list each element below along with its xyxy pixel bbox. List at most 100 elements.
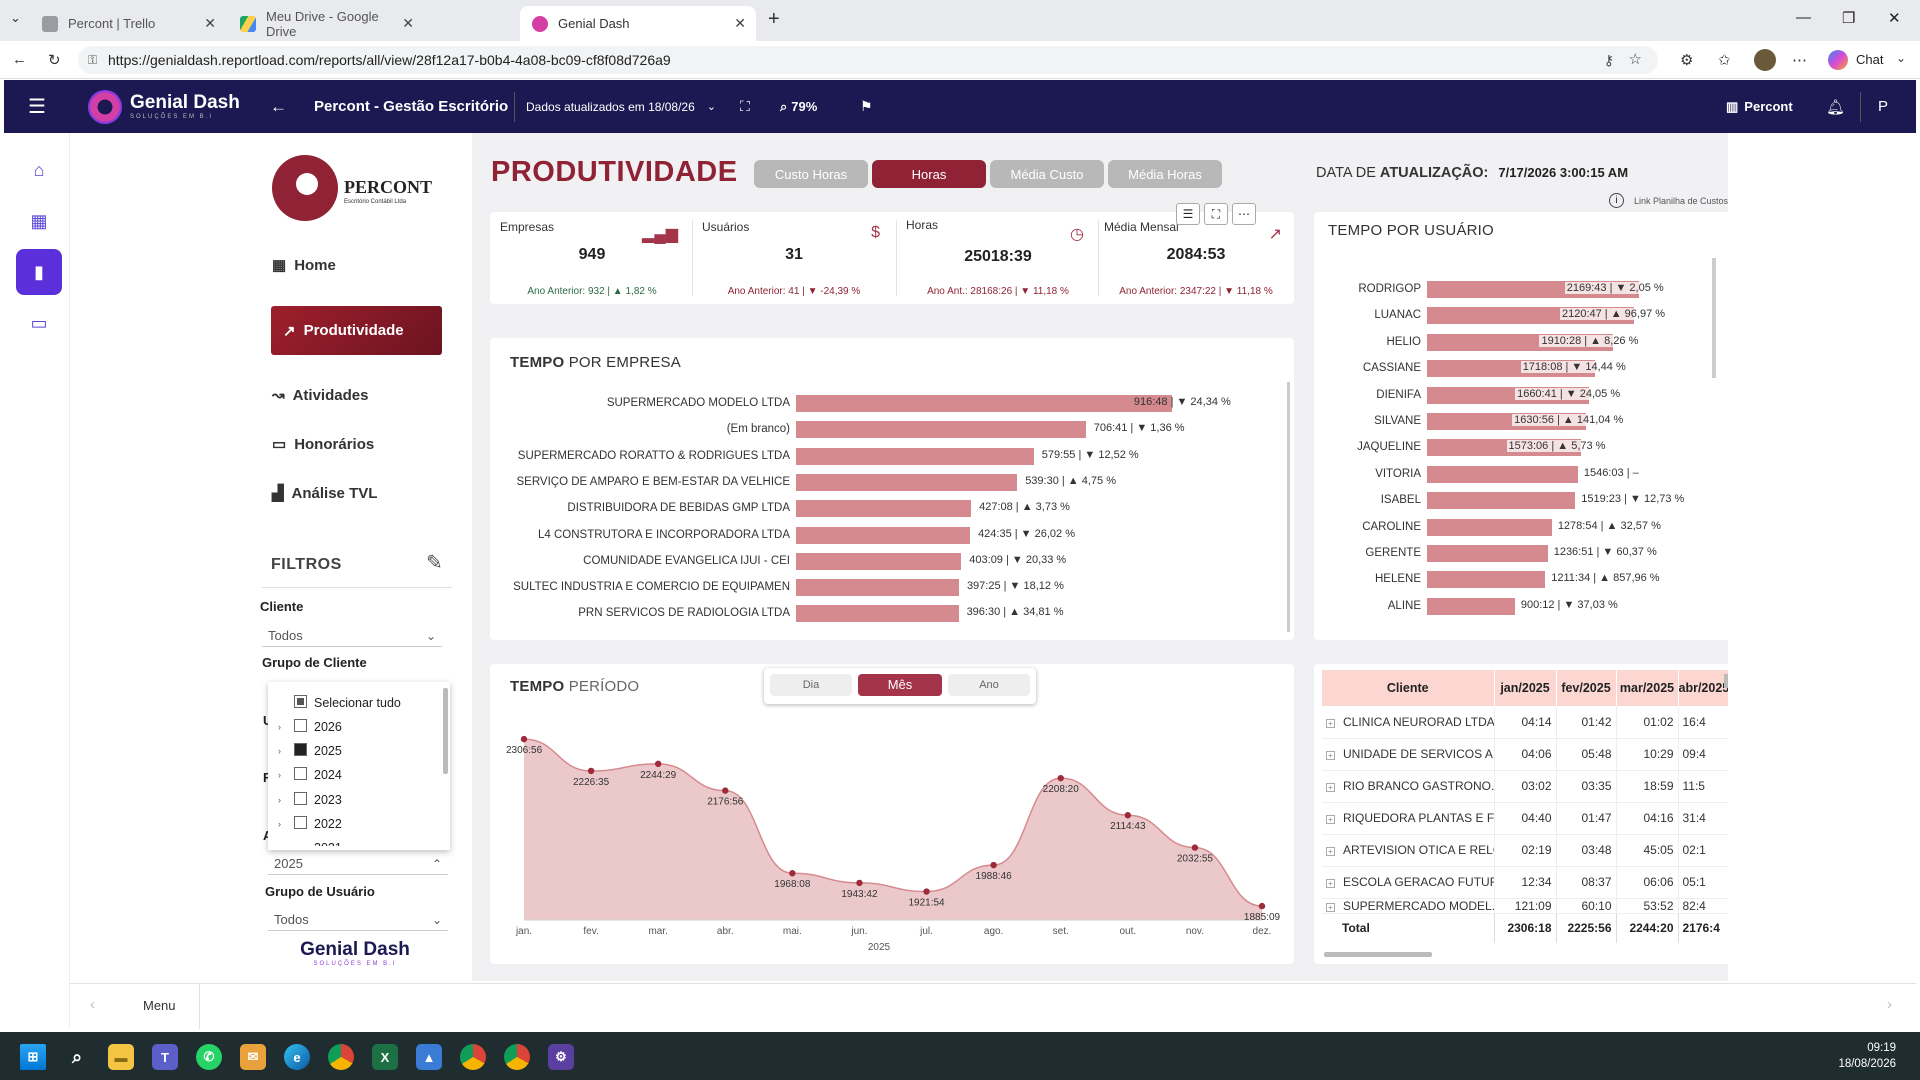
data-point[interactable] <box>520 735 528 743</box>
column-header[interactable]: jan/2025 <box>1493 670 1556 706</box>
select-all-checkbox[interactable] <box>294 695 307 708</box>
footer-menu-button[interactable]: Menu <box>143 998 176 1013</box>
tab-list-icon[interactable]: ⌄ <box>10 10 21 25</box>
bar[interactable] <box>796 526 971 544</box>
site-info-icon[interactable]: ⚿ <box>88 53 98 67</box>
expand-row-icon[interactable]: + <box>1326 751 1335 760</box>
data-point[interactable] <box>789 870 796 877</box>
edge-icon[interactable]: e <box>284 1044 310 1070</box>
search-icon[interactable]: ⌕ <box>71 1046 83 1067</box>
home-icon[interactable]: ⌂ <box>33 159 45 180</box>
whatsapp-icon[interactable]: ✆ <box>196 1044 222 1070</box>
table-row[interactable]: + RIO BRANCO GASTRONO... 03:02 03:35 18:59 11… <box>1322 770 1728 802</box>
client-dropdown[interactable]: Todos ⌄ <box>262 625 442 647</box>
bar[interactable] <box>1427 545 1548 562</box>
table-horizontal-scrollbar[interactable] <box>1324 952 1432 957</box>
expand-row-icon[interactable]: + <box>1326 815 1335 824</box>
expand-row-icon[interactable]: + <box>1326 783 1335 792</box>
chevron-down-icon[interactable]: ⌄ <box>1896 51 1907 65</box>
new-tab-icon[interactable]: + <box>768 8 780 30</box>
data-point[interactable] <box>1258 902 1266 910</box>
favorites-icon[interactable]: ✩ <box>1718 52 1731 69</box>
expand-row-icon[interactable]: + <box>1326 879 1335 888</box>
bar[interactable] <box>796 605 959 623</box>
chart-scrollbar[interactable] <box>1712 258 1716 378</box>
zoom-button[interactable]: ⌕ 79% <box>780 80 817 133</box>
expand-caret-icon[interactable]: › <box>278 795 281 805</box>
presentation-icon[interactable]: ▭ <box>30 312 48 333</box>
menu-produtividade[interactable]: ↗ Produtividade <box>271 306 442 355</box>
bar[interactable] <box>1427 518 1552 536</box>
expand-row-icon[interactable]: + <box>1326 902 1335 912</box>
menu-atividades[interactable]: ↝ Atividades <box>272 386 368 405</box>
bar[interactable] <box>1427 492 1576 510</box>
excel-icon[interactable]: X <box>372 1044 398 1070</box>
year-dropdown[interactable]: 2025 ⌃ <box>268 853 448 875</box>
genial-dash-logo[interactable]: Genial Dash SOLUÇÕES EM B.I <box>88 80 240 133</box>
table-row[interactable]: + SUPERMERCADO MODEL... 121:09 60:10 53:52 82… <box>1322 898 1728 913</box>
data-point[interactable] <box>923 888 930 895</box>
chrome-profile-icon[interactable] <box>460 1044 486 1070</box>
chrome-icon[interactable] <box>328 1044 354 1070</box>
tab-google-drive[interactable]: Meu Drive - Google Drive ✕ <box>228 6 424 41</box>
expand-caret-icon[interactable]: › <box>278 819 281 829</box>
column-header[interactable]: fev/2025 <box>1555 670 1616 706</box>
data-point[interactable] <box>856 879 863 887</box>
data-point[interactable] <box>654 760 662 768</box>
bar[interactable] <box>796 552 962 570</box>
prev-page-icon[interactable]: ‹ <box>90 996 95 1013</box>
bar[interactable] <box>796 579 959 597</box>
file-explorer-icon[interactable]: ▬ <box>108 1044 134 1070</box>
table-vertical-scrollbar[interactable] <box>1724 674 1728 688</box>
bar[interactable] <box>796 500 972 518</box>
data-point[interactable] <box>990 861 997 869</box>
media-custo-button[interactable]: Média Custo <box>990 160 1104 188</box>
bar[interactable] <box>796 473 1018 491</box>
tab-trello[interactable]: Percont | Trello ✕ <box>30 6 226 41</box>
extensions-icon[interactable]: ⚙ <box>1680 52 1694 69</box>
updated-dropdown[interactable]: Dados atualizados em 18/08/26 ⌄ <box>526 80 716 133</box>
key-icon[interactable]: ⚷ <box>1603 52 1614 68</box>
chat-button[interactable]: Chat <box>1856 52 1884 67</box>
tab-genial-dash[interactable]: Genial Dash ✕ <box>520 6 756 41</box>
menu-home[interactable]: ▦ Home <box>272 256 336 275</box>
data-point[interactable] <box>587 767 595 775</box>
focus-mode-icon[interactable]: ⛶ <box>1204 203 1228 225</box>
column-header[interactable]: mar/2025 <box>1615 670 1678 706</box>
close-icon[interactable]: ✕ <box>204 15 216 31</box>
table-row[interactable]: + RIQUEDORA PLANTAS E F... 04:40 01:47 04:16… <box>1322 802 1728 834</box>
media-horas-button[interactable]: Média Horas <box>1108 160 1222 188</box>
chrome-profile-icon[interactable] <box>504 1044 530 1070</box>
table-row[interactable]: + CLINICA NEURORAD LTDA 04:14 01:42 01:02 16:… <box>1322 706 1728 738</box>
fit-page-icon[interactable]: ⛶ <box>740 98 750 114</box>
teams-icon[interactable]: T <box>152 1044 178 1070</box>
restore-icon[interactable]: ❐ <box>1842 10 1856 27</box>
expand-row-icon[interactable]: + <box>1326 847 1335 856</box>
bar[interactable] <box>796 447 1034 465</box>
close-window-icon[interactable]: ✕ <box>1888 10 1901 27</box>
year-2022-checkbox[interactable] <box>294 816 307 829</box>
expand-row-icon[interactable]: + <box>1326 718 1335 728</box>
toggle-dia[interactable]: Dia <box>770 674 852 696</box>
expand-caret-icon[interactable]: › <box>278 722 281 732</box>
data-point[interactable] <box>722 787 729 794</box>
clear-filters-icon[interactable]: ✎ <box>426 552 443 574</box>
back-icon[interactable]: ← <box>12 51 27 68</box>
close-icon[interactable]: ✕ <box>402 15 414 31</box>
app-icon[interactable]: ▲ <box>416 1044 442 1070</box>
bar[interactable] <box>1427 597 1515 615</box>
column-header[interactable]: abr/2025 <box>1677 670 1728 706</box>
menu-analise-tvl[interactable]: ▟ Análise TVL <box>272 484 377 503</box>
info-icon[interactable]: i <box>1609 193 1624 208</box>
data-point[interactable] <box>1057 774 1064 782</box>
favorite-star-icon[interactable]: ☆ <box>1628 51 1642 68</box>
bar[interactable] <box>1427 571 1546 589</box>
year-2026-checkbox[interactable] <box>294 719 307 732</box>
more-options-icon[interactable]: ⋯ <box>1792 52 1807 69</box>
data-point[interactable] <box>1124 812 1132 819</box>
dashboard-grid-icon[interactable]: ▦ <box>30 210 48 231</box>
horas-button[interactable]: Horas <box>872 160 986 188</box>
table-row[interactable]: + ARTEVISION OTICA E RELO...02:1903:4845:… <box>1322 834 1728 866</box>
mail-icon[interactable]: ✉ <box>240 1044 266 1070</box>
